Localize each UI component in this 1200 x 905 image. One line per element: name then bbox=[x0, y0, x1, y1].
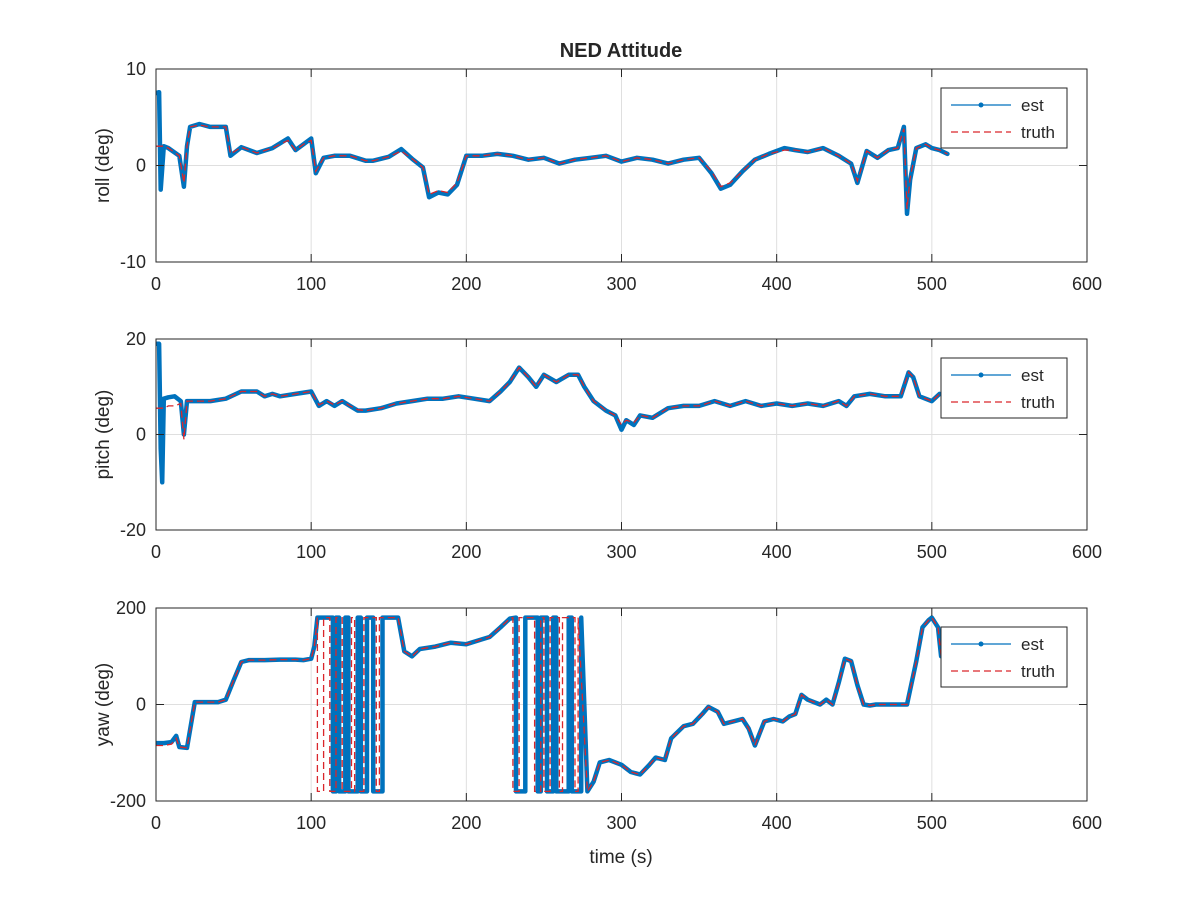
yaw-plot-x-tick-label: 400 bbox=[762, 813, 792, 833]
roll-plot-x-tick-label: 0 bbox=[151, 274, 161, 294]
roll-plot-y-axis-label: roll (deg) bbox=[93, 128, 114, 203]
figure-title: NED Attitude bbox=[560, 40, 683, 62]
roll-plot-legend-est-marker bbox=[978, 102, 984, 108]
yaw-plot-x-tick-label: 0 bbox=[151, 813, 161, 833]
roll-plot-x-tick-label: 200 bbox=[451, 274, 481, 294]
yaw-plot-y-tick-label: -200 bbox=[110, 791, 146, 811]
pitch-plot-x-tick-label: 200 bbox=[451, 542, 481, 562]
roll-plot-y-tick-label: 0 bbox=[136, 156, 146, 176]
pitch-plot-y-tick-label: 0 bbox=[136, 425, 146, 445]
roll-plot-legend-truth-label: truth bbox=[1021, 123, 1055, 142]
pitch-plot-x-tick-label: 400 bbox=[762, 542, 792, 562]
yaw-plot-series-est bbox=[156, 615, 944, 794]
pitch-plot-legend-est-label: est bbox=[1021, 366, 1044, 385]
roll-plot-x-tick-label: 300 bbox=[606, 274, 636, 294]
pitch-plot-legend-box bbox=[940, 357, 1068, 419]
roll-plot-x-tick-label: 100 bbox=[296, 274, 326, 294]
pitch-plot-y-tick-label: -20 bbox=[120, 520, 146, 540]
roll-plot-y-tick-label: -10 bbox=[120, 252, 146, 272]
yaw-plot-y-axis-label: yaw (deg) bbox=[93, 663, 114, 746]
yaw-plot-y-tick-label: 0 bbox=[136, 695, 146, 715]
yaw-plot-series-truth bbox=[156, 616, 942, 794]
roll-plot-x-tick-label: 500 bbox=[917, 274, 947, 294]
yaw-plot-x-tick-label: 300 bbox=[606, 813, 636, 833]
roll-plot-x-tick-label: 600 bbox=[1072, 274, 1102, 294]
pitch-plot-legend-est-marker bbox=[978, 372, 984, 378]
pitch-plot-legend-truth-label: truth bbox=[1021, 393, 1055, 412]
roll-plot-legend-est-label: est bbox=[1021, 96, 1044, 115]
pitch-plot-y-tick-label: 20 bbox=[126, 329, 146, 349]
pitch-plot-x-tick-label: 100 bbox=[296, 542, 326, 562]
yaw-plot-legend-box bbox=[940, 626, 1068, 688]
yaw-plot-x-tick-label: 200 bbox=[451, 813, 481, 833]
roll-plot-legend: est truth bbox=[940, 87, 1068, 149]
pitch-plot-x-tick-label: 600 bbox=[1072, 542, 1102, 562]
yaw-plot-y-tick-label: 200 bbox=[116, 598, 146, 618]
roll-plot-series-est bbox=[156, 89, 950, 217]
pitch-plot-x-tick-label: 500 bbox=[917, 542, 947, 562]
yaw-plot-legend-truth-label: truth bbox=[1021, 662, 1055, 681]
pitch-plot-y-axis-label: pitch (deg) bbox=[93, 390, 114, 480]
roll-plot-y-tick-label: 10 bbox=[126, 59, 146, 79]
yaw-plot-x-tick-label: 600 bbox=[1072, 813, 1102, 833]
roll-plot-series-truth bbox=[156, 124, 948, 209]
x-axis-label: time (s) bbox=[589, 847, 652, 868]
yaw-plot-legend-est-label: est bbox=[1021, 635, 1044, 654]
pitch-plot-x-tick-label: 0 bbox=[151, 542, 161, 562]
roll-plot-legend-box bbox=[940, 87, 1068, 149]
yaw-plot-legend: est truth bbox=[940, 626, 1068, 688]
pitch-plot-x-tick-label: 300 bbox=[606, 542, 636, 562]
yaw-plot-legend-est-marker bbox=[978, 641, 984, 647]
yaw-plot-x-tick-label: 100 bbox=[296, 813, 326, 833]
pitch-plot-series-truth bbox=[156, 366, 941, 440]
yaw-plot-x-tick-label: 500 bbox=[917, 813, 947, 833]
pitch-plot-legend: est truth bbox=[940, 357, 1068, 419]
roll-plot-x-tick-label: 400 bbox=[762, 274, 792, 294]
